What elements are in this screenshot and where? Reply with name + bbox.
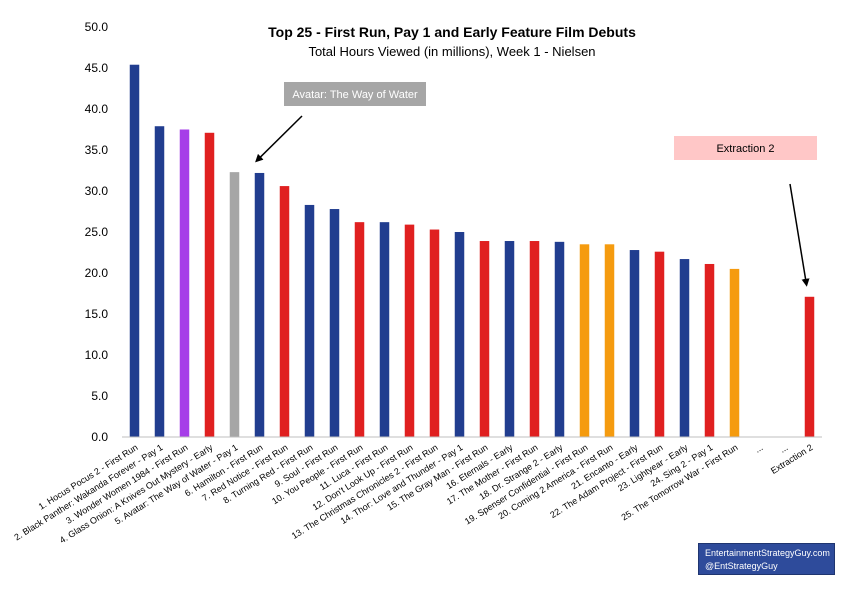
x-tick-label: Extraction 2 xyxy=(769,442,815,476)
bar xyxy=(529,241,540,437)
annotation-box xyxy=(284,82,426,106)
bar xyxy=(429,229,440,437)
chart-subtitle: Total Hours Viewed (in millions), Week 1… xyxy=(308,44,595,59)
annotation-arrow xyxy=(789,183,810,287)
x-tick-label: ... xyxy=(778,442,790,454)
y-tick-label: 15.0 xyxy=(85,307,109,321)
y-tick-label: 30.0 xyxy=(85,184,109,198)
annotation-label: Avatar: The Way of Water xyxy=(292,89,418,101)
bar xyxy=(204,132,215,437)
bar xyxy=(404,224,415,437)
bar xyxy=(579,244,590,437)
credit-website: EntertainmentStrategyGuy.com xyxy=(705,548,830,558)
chart-title: Top 25 - First Run, Pay 1 and Early Feat… xyxy=(268,24,636,40)
bar xyxy=(179,129,190,437)
y-tick-label: 45.0 xyxy=(85,61,109,75)
bar xyxy=(554,241,565,437)
y-tick-label: 25.0 xyxy=(85,225,109,239)
bar xyxy=(504,241,515,437)
annotation-arrow xyxy=(255,115,303,163)
bar xyxy=(654,251,665,437)
bar xyxy=(629,250,640,437)
bar xyxy=(154,126,165,437)
bar xyxy=(279,186,290,437)
y-tick-label: 35.0 xyxy=(85,143,109,157)
bar xyxy=(604,244,615,437)
credit-badge: EntertainmentStrategyGuy.com @EntStrateg… xyxy=(698,543,835,575)
x-tick-label: ... xyxy=(753,442,765,454)
bar xyxy=(379,222,390,437)
bar xyxy=(479,241,490,437)
bar xyxy=(129,64,140,437)
bar xyxy=(729,268,740,437)
bar xyxy=(329,209,340,437)
bar xyxy=(354,222,365,437)
bar xyxy=(704,263,715,437)
bar xyxy=(679,259,690,437)
y-tick-label: 10.0 xyxy=(85,348,109,362)
y-tick-label: 40.0 xyxy=(85,102,109,116)
annotation-box xyxy=(674,136,817,160)
y-tick-label: 50.0 xyxy=(85,20,109,34)
y-axis: 0.0 5.0 10.0 15.0 20.0 25.0 30.0 35.0 40.0 45.0 50… xyxy=(85,20,109,444)
y-tick-label: 0.0 xyxy=(91,430,108,444)
credit-handle: @EntStrategyGuy xyxy=(705,561,778,571)
annotation-label: Extraction 2 xyxy=(716,143,774,155)
bar xyxy=(304,204,315,437)
y-tick-label: 20.0 xyxy=(85,266,109,280)
y-tick-label: 5.0 xyxy=(91,389,108,403)
bars xyxy=(129,64,815,437)
bar xyxy=(454,232,465,437)
bar xyxy=(254,172,265,437)
annotations: Avatar: The Way of Water Extraction 2 xyxy=(255,82,817,287)
bar xyxy=(804,296,815,437)
bar xyxy=(229,172,240,437)
